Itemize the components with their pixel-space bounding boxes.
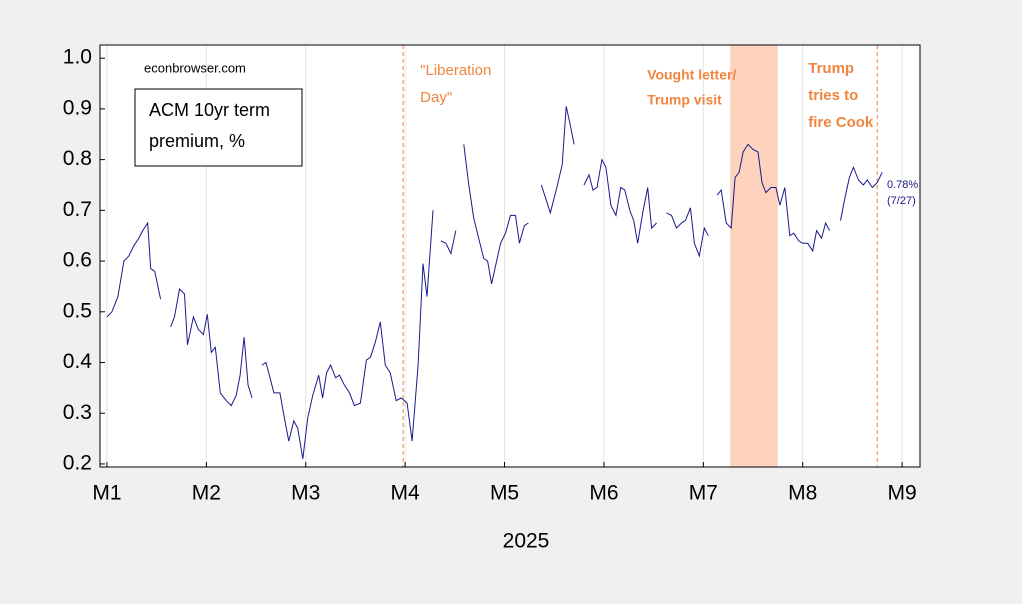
y-tick-label: 0.8 <box>63 147 92 170</box>
x-tick-label: M8 <box>788 482 817 505</box>
shaded-span <box>730 45 778 467</box>
y-tick-label: 0.6 <box>63 249 92 272</box>
end-label: (7/27) <box>887 195 916 207</box>
event-label: tries to <box>808 87 858 104</box>
data-line <box>106 106 883 459</box>
legend-text: ACM 10yr term <box>149 100 270 120</box>
x-tick-label: M3 <box>291 482 320 505</box>
watermark: econbrowser.com <box>144 60 246 75</box>
y-tick-label: 0.2 <box>63 452 92 475</box>
y-tick-label: 0.3 <box>63 401 92 424</box>
x-tick-label: M6 <box>589 482 618 505</box>
shade-label: Vought letter/ <box>647 67 736 83</box>
y-tick-label: 0.5 <box>63 299 92 322</box>
y-tick-label: 0.7 <box>63 198 92 221</box>
y-tick-label: 0.4 <box>63 350 93 373</box>
x-tick-label: M7 <box>689 482 718 505</box>
x-tick-label: M9 <box>888 482 917 505</box>
y-tick-label: 0.9 <box>63 96 92 119</box>
x-axis-title: 2025 <box>503 530 550 553</box>
legend-box <box>134 88 303 167</box>
shade-label: Trump visit <box>647 92 722 108</box>
plot-frame <box>99 44 921 468</box>
end-label: 0.78% <box>887 179 918 191</box>
x-tick-label: M4 <box>391 482 420 505</box>
event-label: "Liberation <box>420 62 491 79</box>
event-label: Trump <box>808 60 854 77</box>
x-tick-label: M1 <box>92 482 121 505</box>
legend-text: premium, % <box>149 131 245 151</box>
x-tick-label: M5 <box>490 482 519 505</box>
event-label: Day" <box>420 89 452 106</box>
y-tick-label: 1.0 <box>63 46 92 69</box>
event-label: fire Cook <box>808 114 874 131</box>
x-tick-label: M2 <box>192 482 221 505</box>
